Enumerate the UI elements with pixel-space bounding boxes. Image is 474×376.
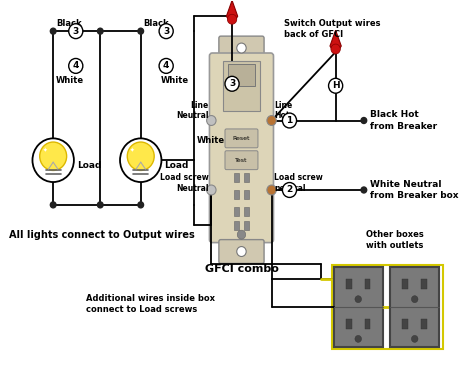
Circle shape bbox=[328, 78, 343, 93]
Bar bbox=[402, 319, 408, 329]
Bar bbox=[228, 64, 255, 86]
Circle shape bbox=[40, 142, 67, 170]
Polygon shape bbox=[330, 30, 341, 52]
Bar bbox=[223, 61, 260, 111]
Circle shape bbox=[98, 202, 103, 208]
Text: 2: 2 bbox=[286, 185, 292, 194]
Text: Reset: Reset bbox=[233, 136, 250, 141]
Bar bbox=[332, 265, 443, 349]
Circle shape bbox=[228, 14, 237, 24]
Text: 4: 4 bbox=[163, 61, 169, 70]
Text: Black: Black bbox=[144, 19, 169, 28]
Text: 3: 3 bbox=[163, 27, 169, 36]
Text: 3: 3 bbox=[229, 79, 235, 88]
Circle shape bbox=[138, 202, 144, 208]
Text: GFCI combo: GFCI combo bbox=[205, 264, 278, 274]
Text: Additional wires inside box
connect to Load screws: Additional wires inside box connect to L… bbox=[86, 294, 215, 314]
Bar bbox=[365, 279, 371, 289]
Bar bbox=[402, 279, 408, 289]
Bar bbox=[346, 279, 352, 289]
Text: 3: 3 bbox=[73, 27, 79, 36]
Bar bbox=[334, 267, 383, 347]
Circle shape bbox=[207, 115, 216, 126]
Text: White: White bbox=[56, 76, 84, 85]
Text: Black: Black bbox=[56, 19, 82, 28]
Text: Load: Load bbox=[77, 161, 101, 170]
Text: Switch Output wires
back of GFCI: Switch Output wires back of GFCI bbox=[284, 19, 380, 39]
Circle shape bbox=[159, 24, 173, 39]
Circle shape bbox=[138, 28, 144, 34]
Bar bbox=[234, 207, 238, 216]
Text: Line
Neutral: Line Neutral bbox=[176, 101, 209, 120]
Text: All lights connect to Output wires: All lights connect to Output wires bbox=[9, 230, 195, 240]
Text: Test: Test bbox=[235, 158, 248, 163]
Bar bbox=[390, 267, 439, 347]
Circle shape bbox=[411, 296, 418, 303]
Text: White Neutral: White Neutral bbox=[371, 179, 442, 188]
Text: 1: 1 bbox=[286, 116, 292, 125]
FancyBboxPatch shape bbox=[219, 240, 264, 264]
Circle shape bbox=[225, 76, 239, 91]
Text: 4: 4 bbox=[73, 61, 79, 70]
Circle shape bbox=[69, 58, 83, 73]
Bar bbox=[244, 190, 249, 199]
Bar bbox=[346, 319, 352, 329]
Bar bbox=[421, 319, 427, 329]
Text: White: White bbox=[161, 76, 189, 85]
Text: Load screw
neutral: Load screw neutral bbox=[274, 173, 323, 193]
Circle shape bbox=[361, 118, 367, 123]
Circle shape bbox=[98, 28, 103, 34]
Text: from Breaker box: from Breaker box bbox=[371, 191, 459, 200]
Circle shape bbox=[361, 187, 367, 193]
Text: Load screw
Neutral: Load screw Neutral bbox=[160, 173, 209, 193]
Circle shape bbox=[159, 58, 173, 73]
Circle shape bbox=[237, 230, 246, 239]
Text: Load: Load bbox=[164, 161, 189, 170]
FancyBboxPatch shape bbox=[225, 129, 258, 148]
Bar bbox=[244, 221, 249, 230]
Circle shape bbox=[69, 24, 83, 39]
Bar bbox=[234, 221, 238, 230]
Text: ✦: ✦ bbox=[130, 148, 135, 153]
Circle shape bbox=[283, 182, 297, 197]
FancyBboxPatch shape bbox=[219, 36, 264, 60]
Circle shape bbox=[120, 138, 162, 182]
Bar bbox=[244, 173, 249, 182]
Circle shape bbox=[267, 185, 276, 195]
Text: White: White bbox=[197, 136, 225, 145]
Circle shape bbox=[237, 247, 246, 256]
Circle shape bbox=[331, 44, 340, 54]
Circle shape bbox=[355, 335, 362, 343]
Text: Black Hot: Black Hot bbox=[371, 110, 419, 119]
Bar bbox=[234, 173, 238, 182]
Circle shape bbox=[32, 138, 74, 182]
Circle shape bbox=[267, 115, 276, 126]
Bar bbox=[365, 319, 371, 329]
Circle shape bbox=[207, 185, 216, 195]
Text: Other boxes
with outlets: Other boxes with outlets bbox=[366, 230, 424, 250]
Circle shape bbox=[50, 202, 56, 208]
Bar bbox=[421, 279, 427, 289]
Text: ✦: ✦ bbox=[42, 148, 47, 153]
Circle shape bbox=[283, 113, 297, 128]
Text: from Breaker: from Breaker bbox=[371, 122, 438, 131]
Bar bbox=[244, 207, 249, 216]
Circle shape bbox=[127, 142, 154, 170]
FancyBboxPatch shape bbox=[210, 53, 273, 243]
Bar bbox=[234, 190, 238, 199]
Circle shape bbox=[237, 43, 246, 53]
Circle shape bbox=[411, 335, 418, 343]
Circle shape bbox=[355, 296, 362, 303]
Text: Line
Hot: Line Hot bbox=[274, 101, 292, 120]
FancyBboxPatch shape bbox=[225, 151, 258, 170]
Text: H: H bbox=[332, 81, 339, 90]
Polygon shape bbox=[227, 0, 237, 22]
Circle shape bbox=[50, 28, 56, 34]
